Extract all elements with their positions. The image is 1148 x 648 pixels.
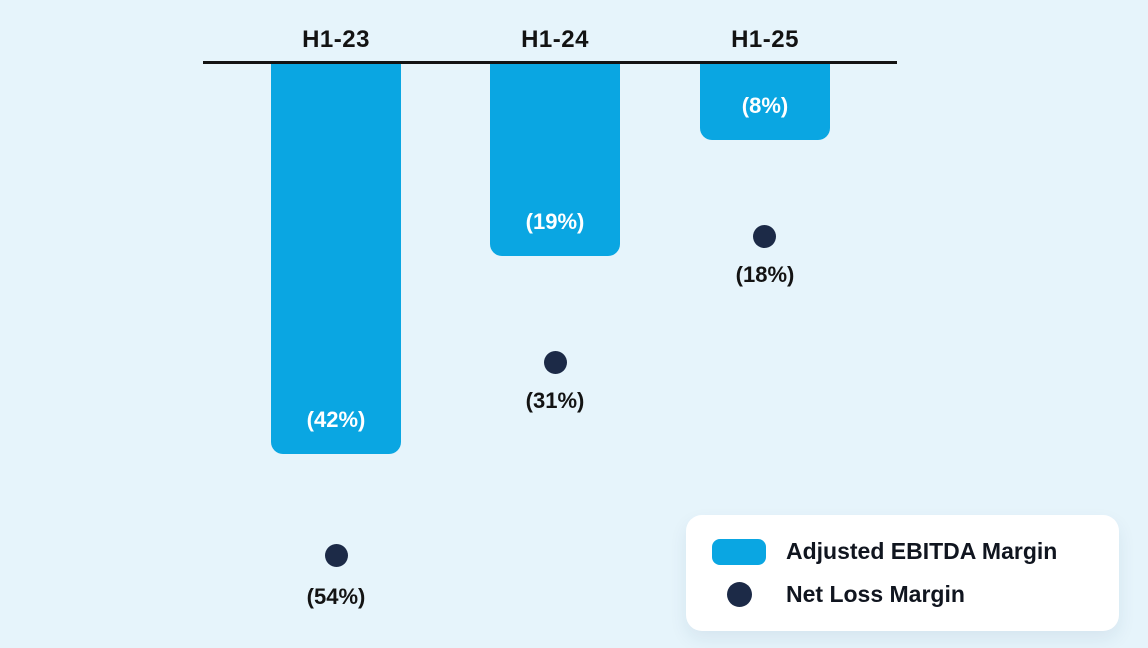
ebitda-bar-h1-24: (19%): [490, 64, 620, 256]
legend-label-ebitda: Adjusted EBITDA Margin: [786, 538, 1058, 564]
legend: Adjusted EBITDA Margin Net Loss Margin: [686, 515, 1119, 631]
ebitda-bar-h1-25: (8%): [700, 64, 830, 140]
legend-item-ebitda: Adjusted EBITDA Margin: [712, 536, 1119, 568]
zero-baseline: [203, 61, 897, 64]
net-loss-value-label: (18%): [735, 262, 795, 287]
net-loss-dot-h1-23: [325, 544, 348, 567]
ebitda-bar-swatch-icon: [712, 538, 766, 565]
ebitda-bar-h1-23: (42%): [271, 64, 401, 454]
net-loss-dot-h1-24: [544, 351, 567, 374]
category-label-h1-23: H1-23: [302, 26, 370, 53]
category-label-h1-25: H1-25: [731, 26, 799, 53]
ebitda-value-label: (19%): [525, 209, 585, 234]
ebitda-value-label: (8%): [741, 93, 789, 118]
net-loss-dot-h1-25: [753, 225, 776, 248]
net-loss-value-label: (31%): [525, 388, 585, 413]
category-label-h1-24: H1-24: [521, 26, 589, 53]
legend-item-net-loss: Net Loss Margin: [712, 579, 1119, 611]
ebitda-value-label: (42%): [306, 407, 366, 432]
legend-label-net-loss: Net Loss Margin: [786, 581, 965, 607]
net-loss-value-label: (54%): [306, 584, 366, 609]
net-loss-dot-swatch-icon: [726, 582, 752, 607]
